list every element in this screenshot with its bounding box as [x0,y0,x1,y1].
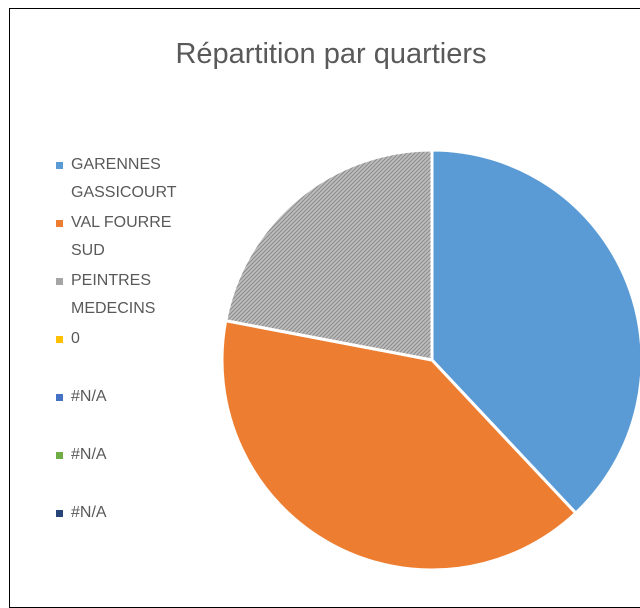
legend-item: #N/A [56,441,206,499]
legend: GARENNES GASSICOURT VAL FOURRE SUD PEINTRE… [56,151,206,557]
legend-item: GARENNES GASSICOURT [56,151,206,209]
legend-swatch [56,510,63,517]
legend-label: PEINTRES MEDECINS [71,272,156,317]
pie-slice [430,148,640,516]
chart [220,148,640,569]
legend-item: VAL FOURRE SUD [56,209,206,267]
legend-label: 0 [71,330,80,347]
legend-label: #N/A [71,446,107,463]
legend-label: GARENNES GASSICOURT [71,156,177,201]
legend-swatch [56,394,63,401]
legend-swatch [56,162,63,169]
legend-swatch [56,278,63,285]
chart-title: Répartition par quartiers [175,38,487,70]
legend-swatch [56,336,63,343]
pie-slice [220,318,578,569]
legend-label: #N/A [71,504,107,521]
legend-label: VAL FOURRE SUD [71,214,172,259]
pie-slice [223,148,434,362]
legend-item: #N/A [56,499,206,557]
legend-swatch [56,220,63,227]
legend-item: #N/A [56,383,206,441]
page: Répartition par quartiers GARENNES GASSI… [9,8,640,608]
legend-item: 0 [56,325,206,383]
legend-label: #N/A [71,388,107,405]
legend-item: PEINTRES MEDECINS [56,267,206,325]
legend-swatch [56,452,63,459]
